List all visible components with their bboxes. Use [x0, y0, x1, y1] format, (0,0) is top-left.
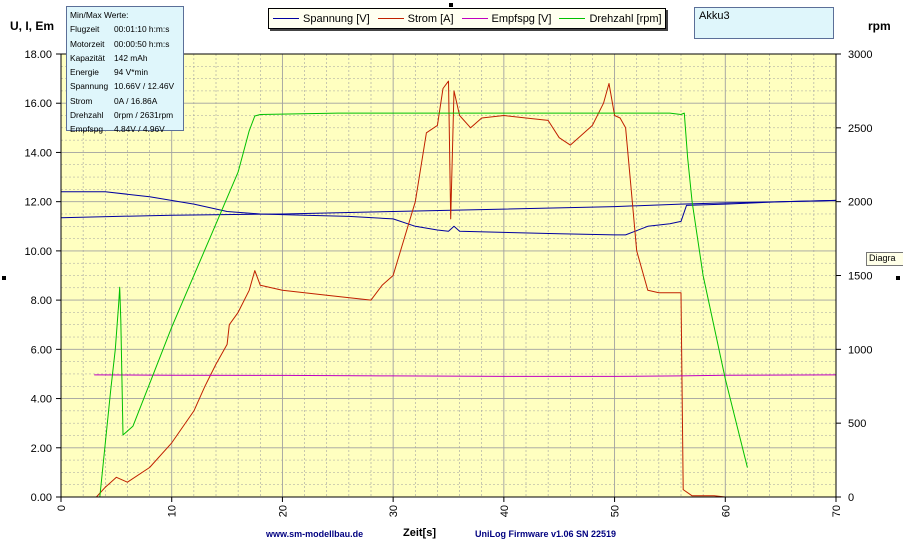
series-line-4 — [99, 112, 748, 498]
minmax-value: 94 V*min — [114, 67, 148, 78]
y-tick-label-left: 18.00 — [24, 49, 52, 61]
ticks: 0 10 20 30 40 50 60 70 0.00 2.00 4.00 6.00 8.00 10.00… — [24, 49, 872, 517]
akku-label-box[interactable]: Akku3 — [694, 7, 834, 39]
series-line-2 — [96, 80, 726, 498]
legend[interactable]: Spannung [V] Strom [A] Empfspg [V] Drehz… — [268, 8, 666, 29]
minmax-title: Min/Max Werte: — [70, 10, 129, 20]
series-lines — [60, 80, 837, 498]
x-tick-label: 60 — [720, 505, 732, 517]
legend-swatch — [377, 18, 404, 19]
resize-handle-right[interactable] — [896, 276, 900, 280]
y-tick-label-right: 1000 — [848, 344, 872, 356]
minmax-key: Empfspg — [70, 124, 104, 135]
y-tick-label-left: 8.00 — [31, 295, 52, 307]
minmax-panel[interactable]: Min/Max Werte: Flugzeit 00:01:10 h:m:s Mo… — [66, 6, 184, 134]
minmax-value: 00:01:10 h:m:s — [114, 24, 170, 35]
minmax-row: Drehzahl 0rpm / 2631rpm — [70, 108, 180, 122]
legend-item-spannung[interactable]: Spannung [V] — [273, 13, 370, 25]
minmax-row: Empfspg 4.84V / 4.96V — [70, 122, 180, 136]
x-axis-label: Zeit[s] — [403, 527, 436, 539]
footer: www.sm-modellbau.de Zeit[s] UniLog Firmw… — [0, 527, 903, 539]
minmax-value: 142 mAh — [114, 52, 148, 63]
y-tick-label-right: 500 — [848, 418, 866, 430]
minmax-key: Spannung — [70, 81, 109, 92]
y-tick-label-left: 10.00 — [24, 246, 52, 258]
legend-label: Spannung [V] — [303, 12, 370, 25]
y-axis-label-right: rpm — [868, 19, 891, 33]
y-tick-label-left: 16.00 — [24, 98, 52, 110]
y-tick-label-right: 2500 — [848, 123, 872, 135]
legend-label: Strom [A] — [407, 12, 454, 25]
x-tick-label: 20 — [277, 505, 289, 517]
minmax-row: Spannung 10.66V / 12.46V — [70, 79, 180, 93]
minmax-value: 0rpm / 2631rpm — [114, 110, 174, 121]
legend-item-empfspg[interactable]: Empfspg [V] — [461, 12, 552, 25]
y-tick-label-left: 12.00 — [24, 197, 52, 209]
footer-firmware: UniLog Firmware v1.06 SN 22519 — [475, 529, 617, 539]
legend-label: Drehzahl [rpm] — [589, 12, 662, 25]
minmax-key: Strom — [70, 95, 93, 106]
series-line-3 — [94, 374, 837, 377]
minmax-row: Kapazität 142 mAh — [70, 51, 180, 65]
resize-handle-top[interactable] — [449, 3, 453, 7]
minmax-key: Flugzeit — [70, 24, 100, 35]
minmax-value: 0A / 16.86A — [114, 95, 158, 106]
legend-swatch — [559, 18, 586, 19]
x-tick-label: 0 — [56, 505, 68, 511]
minmax-key: Kapazität — [70, 52, 105, 63]
legend-swatch — [461, 18, 488, 19]
minmax-key: Motorzeit — [70, 38, 105, 49]
legend-label: Empfspg [V] — [491, 12, 552, 25]
x-tick-label: 50 — [610, 505, 622, 517]
minmax-value: 4.84V / 4.96V — [114, 124, 165, 135]
y-tick-label-left: 2.00 — [31, 443, 52, 455]
minmax-key: Drehzahl — [70, 110, 104, 121]
legend-item-drehzahl[interactable]: Drehzahl [rpm] — [559, 12, 662, 25]
y-tick-label-left: 0.00 — [31, 492, 52, 504]
y-tick-label-right: 2000 — [848, 197, 872, 209]
minmax-row: Motorzeit 00:00:50 h:m:s — [70, 37, 180, 51]
diagram-tab[interactable]: Diagra — [866, 252, 903, 266]
y-axis-label-left: U, I, Em — [10, 19, 55, 33]
x-tick-label: 10 — [167, 505, 179, 517]
footer-website[interactable]: www.sm-modellbau.de — [266, 529, 364, 539]
minmax-value: 00:00:50 h:m:s — [114, 38, 170, 49]
y-tick-label-right: 1500 — [848, 271, 872, 283]
x-tick-label: 30 — [388, 505, 400, 517]
minmax-row: Flugzeit 00:01:10 h:m:s — [70, 22, 180, 36]
resize-handle-left[interactable] — [2, 276, 6, 280]
minmax-value: 10.66V / 12.46V — [114, 81, 175, 92]
plot-border — [60, 53, 837, 498]
x-tick-label: 40 — [499, 505, 511, 517]
minmax-key: Energie — [70, 67, 99, 78]
legend-item-strom[interactable]: Strom [A] — [377, 12, 454, 25]
series-line-0 — [61, 191, 837, 236]
y-tick-label-left: 4.00 — [31, 394, 52, 406]
series-line-1 — [60, 199, 837, 219]
minmax-row: Strom 0A / 16.86A — [70, 94, 180, 108]
y-tick-label-left: 6.00 — [31, 344, 52, 356]
y-tick-label-right: 3000 — [848, 49, 872, 61]
legend-swatch — [273, 18, 299, 19]
x-tick-label: 70 — [831, 505, 843, 517]
minmax-row: Energie 94 V*min — [70, 65, 180, 79]
y-tick-label-left: 14.00 — [24, 147, 52, 159]
y-tick-label-right: 0 — [848, 492, 854, 504]
